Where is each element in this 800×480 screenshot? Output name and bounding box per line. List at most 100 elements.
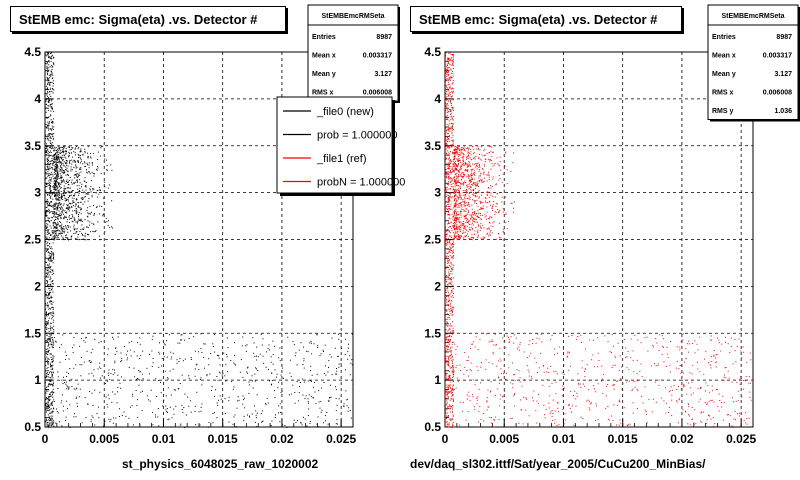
data-point xyxy=(141,410,143,412)
legend-label: _file0 (new) xyxy=(316,106,374,118)
data-point xyxy=(47,338,49,340)
data-point xyxy=(451,311,453,313)
data-point xyxy=(467,166,469,168)
data-point xyxy=(50,258,52,260)
data-point xyxy=(452,124,454,126)
data-point xyxy=(72,161,74,163)
data-point xyxy=(481,168,483,170)
data-point xyxy=(65,381,67,383)
data-point xyxy=(445,85,447,87)
data-point xyxy=(453,192,455,194)
data-point xyxy=(458,235,460,237)
data-point xyxy=(52,198,54,200)
data-point xyxy=(446,107,448,109)
data-point xyxy=(452,277,454,279)
data-point xyxy=(454,179,456,181)
data-point xyxy=(57,190,59,192)
data-point xyxy=(472,220,474,222)
data-point xyxy=(136,399,138,401)
data-point xyxy=(467,170,469,172)
data-point xyxy=(453,195,455,197)
data-point xyxy=(478,191,480,193)
data-point xyxy=(488,173,490,175)
data-point xyxy=(46,264,48,266)
data-point xyxy=(300,422,302,424)
data-point xyxy=(62,180,64,182)
data-point xyxy=(480,218,482,220)
data-point xyxy=(460,175,462,177)
data-point xyxy=(93,204,95,206)
data-point xyxy=(65,150,67,152)
data-point xyxy=(87,157,89,159)
data-point xyxy=(480,179,482,181)
data-point xyxy=(295,421,297,423)
data-point xyxy=(492,222,494,224)
data-point xyxy=(84,234,86,236)
data-point xyxy=(130,355,132,357)
data-point xyxy=(451,257,453,259)
data-point xyxy=(184,426,186,428)
data-point xyxy=(472,145,474,147)
data-point xyxy=(54,203,56,205)
data-point xyxy=(630,338,632,340)
data-point xyxy=(47,249,49,251)
data-point xyxy=(456,146,458,148)
data-point xyxy=(303,358,305,360)
data-point xyxy=(65,187,67,189)
data-point xyxy=(477,147,479,149)
data-point xyxy=(75,388,77,390)
data-point xyxy=(447,423,449,425)
data-point xyxy=(54,160,56,162)
data-point xyxy=(48,204,50,206)
data-point xyxy=(448,426,450,428)
data-point xyxy=(74,154,76,156)
data-point xyxy=(468,211,470,213)
data-point xyxy=(450,192,452,194)
data-point xyxy=(475,166,477,168)
data-point xyxy=(445,69,447,71)
data-point xyxy=(450,144,452,146)
data-point xyxy=(696,343,698,345)
data-point xyxy=(212,343,214,345)
data-point xyxy=(449,334,451,336)
data-point xyxy=(457,203,459,205)
data-point xyxy=(448,252,450,254)
data-point xyxy=(67,174,69,176)
data-point xyxy=(450,277,452,279)
data-point xyxy=(199,424,201,426)
data-point xyxy=(661,354,663,356)
data-point xyxy=(47,74,49,76)
data-point xyxy=(526,365,528,367)
data-point xyxy=(445,115,447,117)
data-point xyxy=(499,177,501,179)
data-point xyxy=(94,338,96,340)
data-point xyxy=(259,353,261,355)
data-point xyxy=(151,350,153,352)
data-point xyxy=(460,214,462,216)
data-point xyxy=(56,174,58,176)
data-point xyxy=(478,166,480,168)
data-point xyxy=(81,422,83,424)
data-point xyxy=(310,365,312,367)
data-point xyxy=(65,226,67,228)
data-point xyxy=(445,105,447,107)
data-point xyxy=(48,417,50,419)
data-point xyxy=(454,188,456,190)
data-point xyxy=(47,404,49,406)
data-point xyxy=(448,205,450,207)
data-point xyxy=(45,148,47,150)
data-point xyxy=(57,388,59,390)
data-point xyxy=(691,381,693,383)
data-point xyxy=(64,216,66,218)
data-point xyxy=(64,200,66,202)
data-point xyxy=(52,74,54,76)
data-point xyxy=(448,177,450,179)
data-point xyxy=(56,188,58,190)
data-point xyxy=(50,75,52,77)
data-point xyxy=(476,165,478,167)
data-point xyxy=(67,171,69,173)
data-point xyxy=(88,164,90,166)
data-point xyxy=(498,222,500,224)
data-point xyxy=(293,419,295,421)
data-point xyxy=(65,166,67,168)
